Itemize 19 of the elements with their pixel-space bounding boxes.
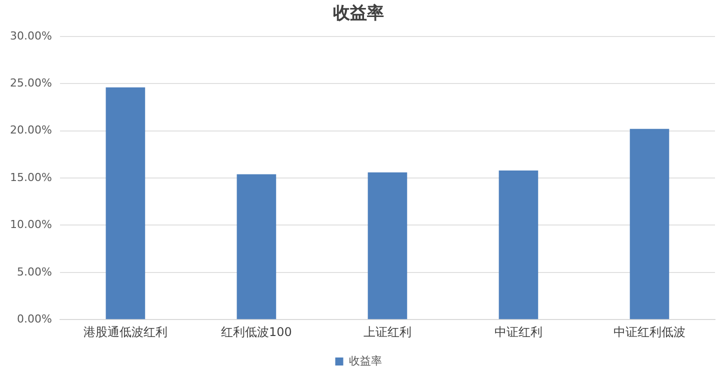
bar: [498, 170, 538, 320]
y-tick-label: 20.00%: [10, 124, 52, 137]
y-tick-label: 0.00%: [16, 312, 52, 326]
y-tick-label: 10.00%: [10, 218, 52, 232]
legend-label: 收益率: [348, 354, 382, 368]
y-tick-label: 30.00%: [10, 29, 52, 42]
x-tick-label: 中证红利: [494, 324, 542, 339]
bar: [630, 128, 670, 320]
x-tick-label: 港股通低波红利: [83, 324, 168, 339]
x-tick-label: 上证红利: [363, 324, 412, 339]
bar: [368, 172, 408, 320]
chart-title: 收益率: [333, 4, 384, 24]
x-tick-label: 中证红利低波: [613, 324, 686, 339]
y-tick-label: 25.00%: [10, 76, 52, 90]
bar: [106, 87, 146, 320]
x-tick-label: 红利低波100: [221, 324, 292, 339]
y-tick-label: 15.00%: [10, 170, 52, 184]
bar: [236, 174, 276, 320]
y-tick-label: 5.00%: [16, 265, 52, 278]
